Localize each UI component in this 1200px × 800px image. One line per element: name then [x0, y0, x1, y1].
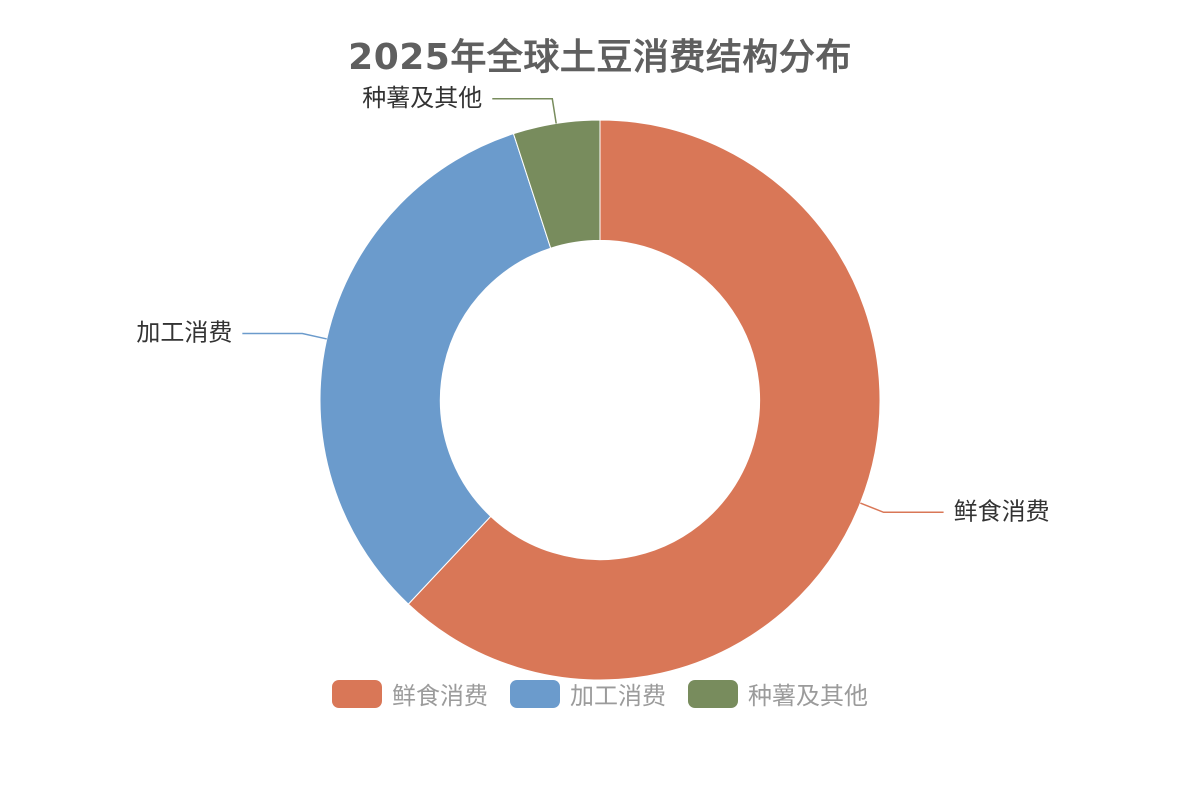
slice-labels-group: 鲜食消费 加工消费 种薯及其他: [136, 84, 1049, 526]
slices-group: [319, 119, 881, 681]
slice-1-label: 鲜食消费: [954, 497, 1050, 525]
legend-item-2[interactable]: 加工消费: [510, 676, 666, 711]
legend-swatch-1: [332, 679, 382, 708]
legend-label-2: 加工消费: [570, 682, 666, 710]
legend-item-3[interactable]: 种薯及其他: [688, 676, 868, 711]
slice-2-leader-line: [242, 332, 327, 340]
slice-3[interactable]: [512, 119, 601, 249]
leader-lines-group: [242, 98, 944, 514]
legend-swatch-3: [688, 679, 738, 708]
slice-1-leader-line: [860, 502, 944, 514]
slice-1[interactable]: [407, 119, 881, 681]
chart-title: 2025年全球土豆消费结构分布: [348, 37, 852, 78]
legend-item-1[interactable]: 鲜食消费: [332, 676, 488, 711]
slice-3-label: 种薯及其他: [362, 84, 482, 112]
legend-label-1: 鲜食消费: [392, 682, 488, 710]
legend: 鲜食消费 加工消费 种薯及其他: [0, 676, 1200, 711]
slice-2[interactable]: [319, 133, 552, 605]
legend-label-3: 种薯及其他: [748, 682, 868, 710]
legend-swatch-2: [510, 679, 560, 708]
slice-2-label: 加工消费: [136, 318, 232, 346]
slice-3-leader-line: [492, 98, 557, 124]
